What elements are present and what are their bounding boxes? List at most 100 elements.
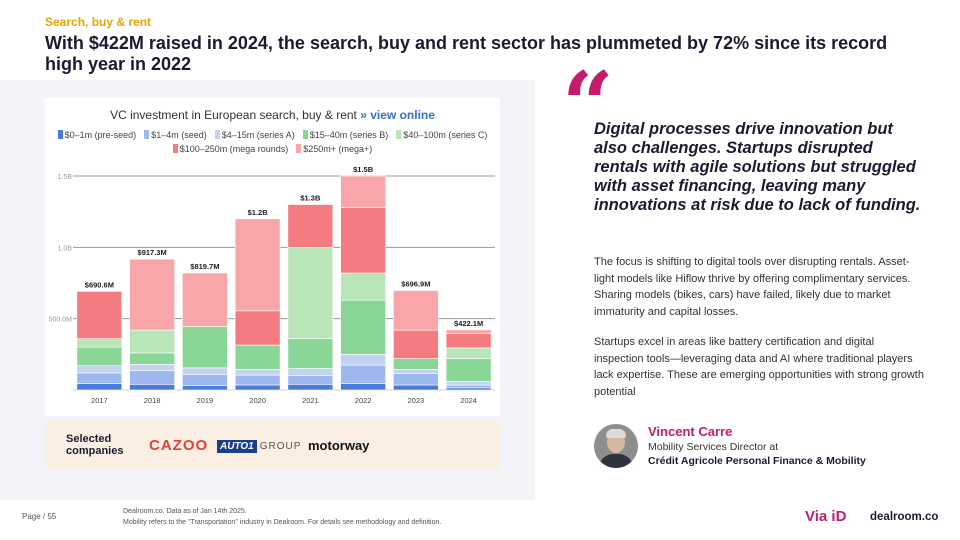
x-tick-label: 2023 [408,396,425,405]
person-organization: Crédit Agricole Personal Finance & Mobil… [648,455,866,467]
legend-label: $15–40m (series B) [309,130,389,140]
person-name: Vincent Carre [648,424,733,439]
bar-total-label: $1.2B [248,208,269,217]
legend-item: $0–1m (pre-seed) [57,128,137,142]
bar-segment [129,258,175,331]
bar-segment [129,370,175,385]
section-eyebrow: Search, buy & rent [45,15,152,29]
legend-swatch [172,144,178,153]
bar-segment [182,326,228,369]
bar-segment [129,352,175,365]
x-tick-label: 2017 [91,396,108,405]
bar-segment [287,338,334,369]
legend-label: $0–1m (pre-seed) [64,130,137,140]
bar-segment [340,354,386,366]
y-tick-label: 1.5B [58,174,73,181]
y-tick-label: 1.0B [58,245,73,252]
bar-segment [340,383,386,391]
bar-segment [76,338,123,348]
avatar [594,424,638,468]
bar-segment [445,347,492,359]
bar-total-label: $819.7M [190,262,219,271]
bar-segment [340,364,386,384]
legend-label: $1–4m (seed) [151,130,207,140]
bar-segment [76,372,123,384]
quote-paragraph-1: The focus is shifting to digital tools o… [594,256,911,318]
chart-card: 500.0M 1.0B 1.5B $690.6M 2017 $917.3M 2018 $819… [45,98,500,416]
stacked-bar-chart: 500.0M 1.0B 1.5B $690.6M 2017 $917.3M 2018 $819… [49,165,495,405]
bar-segment [445,358,492,382]
person-role: Mobility Services Director at [648,441,779,453]
legend-item: $1–4m (seed) [144,128,207,142]
bar-segment [287,247,334,339]
footer-source: Dealroom.co. Data as of Jan 14th 2025. [123,508,247,515]
bar-segment [182,374,228,387]
bar-segment [76,365,123,374]
selected-companies-label: Selected companies [66,433,124,457]
bar-total-label: $1.5B [353,165,374,174]
dealroom-logo: dealroom.co [870,511,939,523]
bar-total-label: $696.9M [401,280,430,289]
legend-swatch [396,130,402,139]
legend-item: $250m+ (mega+) [296,142,372,156]
bar-segment [76,346,123,367]
bar-segment [393,384,439,391]
bar-segment [76,383,123,391]
bar-segment [287,375,334,385]
legend-swatch [214,130,220,139]
bar-total-label: $1.3B [300,194,321,203]
bar-segment [393,373,439,386]
legend-label: $250m+ (mega+) [303,144,373,154]
cazoo-logo: CAZOO [149,437,209,454]
bar-segment [129,383,175,391]
x-tick-label: 2022 [355,396,372,405]
x-tick-label: 2019 [197,396,214,405]
auto1-logo-group: GROUP [259,441,302,452]
bar-segment [340,272,386,301]
x-tick-label: 2020 [249,396,266,405]
bar-segment [234,369,281,376]
legend-item: $15–40m (series B) [302,128,389,142]
legend-swatch [302,130,308,139]
y-tick-label: 500.0M [49,317,73,324]
legend-item: $4–15m (series A) [214,128,295,142]
bar-segment [445,387,492,391]
x-tick-label: 2018 [144,396,161,405]
legend-item: $100–250m (mega rounds) [172,142,288,156]
footer-definition: Mobility refers to the "Transportation" … [123,519,442,526]
bar-segment [234,384,281,391]
via-id-logo: Via iD [805,508,847,525]
chart-title-text: VC investment in European search, buy & … [110,108,357,122]
page-number: Page / 55 [22,512,57,521]
chart-legend: $0–1m (pre-seed) $1–4m (seed) $4–15m (seri… [45,128,500,156]
bar-segment [182,272,228,327]
page-title: With $422M raised in 2024, the search, b… [45,33,888,74]
bar-total-label: $917.3M [138,248,167,257]
x-tick-label: 2024 [460,396,477,405]
bar-segment [393,358,439,370]
bar-segment [340,175,386,208]
legend-swatch [57,130,63,139]
bar-segment [445,381,492,386]
bar-segment [182,367,228,375]
view-online-link[interactable]: » view online [360,108,435,122]
chart-title: VC investment in European search, buy & … [45,108,500,122]
legend-label: $40–100m (series C) [403,130,488,140]
legend-swatch [296,144,302,153]
bar-segment [129,364,175,372]
legend-swatch [144,130,150,139]
auto1-group-logo: AUTO1 GROUP [217,440,301,453]
bar-segment [445,384,492,389]
selected-companies: Selected companies CAZOO AUTO1 GROUP moto… [45,421,500,469]
bar-segment [393,369,439,374]
bar-total-label: $690.6M [85,280,114,289]
bar-segment [287,204,334,248]
pull-quote: Digital processes drive innovation but a… [594,120,921,214]
legend-item: $40–100m (series C) [396,128,487,142]
bar-segment [340,207,386,274]
footer-notes: Dealroom.co. Data as of Jan 14th 2025. M… [123,506,441,528]
quote-mark-icon: “ [562,52,614,158]
bar-segment [287,383,334,391]
bar-total-label: $422.1M [454,319,483,328]
bar-segment [445,333,492,349]
